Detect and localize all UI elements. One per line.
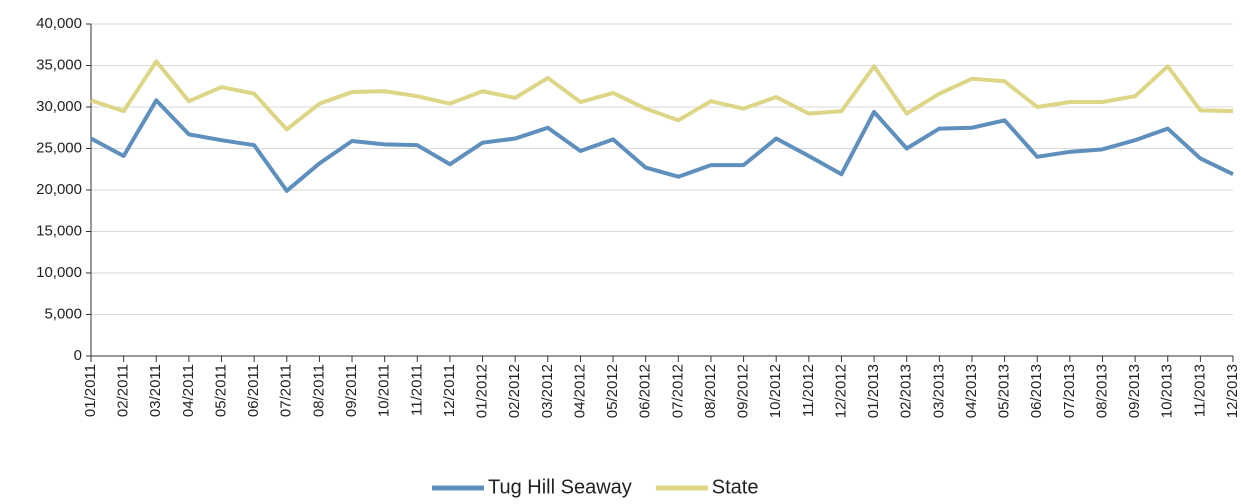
x-tick-label: 09/2011 [343,364,360,417]
x-tick-label: 05/2011 [212,364,229,417]
legend-label: Tug Hill Seaway [488,476,632,498]
x-tick-label: 03/2011 [147,364,164,417]
x-tick-label: 05/2012 [604,364,621,418]
y-tick-label: 40,000 [36,15,82,32]
x-tick-label: 12/2011 [441,364,458,417]
x-tick-label: 01/2011 [82,364,99,417]
x-tick-label: 11/2012 [800,364,817,417]
y-tick-label: 0 [74,347,82,364]
y-tick-label: 5,000 [44,305,82,322]
x-tick-label: 09/2012 [735,364,752,418]
x-tick-label: 05/2013 [996,364,1013,418]
line-series [90,98,1234,193]
x-tick-label: 11/2013 [1191,364,1208,417]
y-tick-label: 10,000 [36,264,82,281]
y-tick-label: 25,000 [36,139,82,156]
x-tick-label: 10/2013 [1159,364,1176,418]
x-tick-label: 12/2012 [832,364,849,418]
x-tick-label: 08/2013 [1093,364,1110,418]
y-tick-label: 20,000 [36,181,82,198]
legend-label: State [712,476,759,498]
x-tick-label: 04/2011 [180,364,197,417]
legend: Tug Hill Seaway State [432,476,758,498]
x-tick-label: 08/2011 [310,364,327,417]
x-tick-label: 10/2011 [376,364,393,417]
x-tick-label: 09/2013 [1126,364,1143,418]
x-tick-label: 06/2013 [1028,364,1045,418]
x-tick-label: 06/2012 [637,364,654,418]
y-tick-label: 35,000 [36,56,82,73]
y-tick-label: 30,000 [36,98,82,115]
y-tick-label: 15,000 [36,222,82,239]
x-tick-label: 07/2011 [278,364,295,417]
x-tick-label: 02/2011 [115,364,132,417]
x-tick-label: 07/2012 [669,364,686,418]
x-tick-label: 03/2012 [539,364,556,418]
x-tick-label: 04/2013 [963,364,980,418]
x-tick-label: 01/2012 [474,364,491,418]
x-tick-label: 11/2011 [408,364,425,416]
x-tick-label: 08/2012 [702,364,719,418]
x-tick-label: 12/2013 [1224,364,1241,418]
x-tick-label: 04/2012 [571,364,588,418]
x-tick-label: 07/2013 [1061,364,1078,418]
x-tick-label: 02/2013 [898,364,915,418]
x-tick-label: 06/2011 [245,364,262,417]
x-tick-label: 01/2013 [865,364,882,418]
line-series [90,59,1234,132]
x-tick-label: 10/2012 [767,364,784,418]
x-tick-label: 02/2012 [506,364,523,418]
x-tick-label: 03/2013 [930,364,947,418]
